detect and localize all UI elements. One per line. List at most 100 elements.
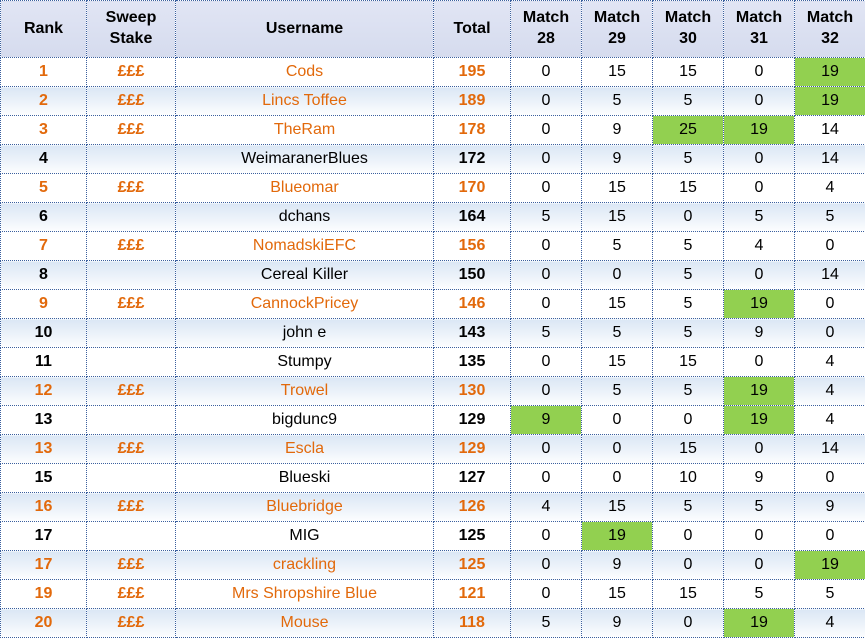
cell-match-29: 9 [581,550,653,580]
cell-rank: 17 [0,521,87,551]
cell-match-29: 15 [581,202,653,232]
cell-username: dchans [175,202,434,232]
cell-match-32: 14 [794,144,865,174]
cell-match-30: 5 [652,376,724,406]
cell-match-30: 25 [652,115,724,145]
cell-username: TheRam [175,115,434,145]
cell-match-29: 0 [581,434,653,464]
table-row: 1 £££ Cods 195 0 15 15 0 19 [0,57,865,87]
cell-username: Mrs Shropshire Blue [175,579,434,609]
cell-match-29: 15 [581,57,653,87]
cell-match-31: 19 [723,115,795,145]
cell-rank: 9 [0,289,87,319]
table-row: 12 £££ Trowel 130 0 5 5 19 4 [0,376,865,406]
cell-sweep-stake [86,347,176,377]
cell-rank: 8 [0,260,87,290]
table-row: 13 bigdunc9 129 9 0 0 19 4 [0,405,865,435]
header-total: Total [433,0,511,58]
cell-rank: 6 [0,202,87,232]
table-row: 3 £££ TheRam 178 0 9 25 19 14 [0,115,865,145]
table-row: 13 £££ Escla 129 0 0 15 0 14 [0,434,865,464]
cell-sweep-stake: £££ [86,115,176,145]
cell-username: Blueski [175,463,434,493]
cell-match-32: 4 [794,173,865,203]
cell-match-29: 15 [581,289,653,319]
table-header: Rank Sweep Stake Username Total Match 28… [0,0,865,58]
cell-match-29: 5 [581,86,653,116]
cell-username: bigdunc9 [175,405,434,435]
cell-match-32: 19 [794,550,865,580]
cell-match-30: 10 [652,463,724,493]
cell-match-29: 15 [581,492,653,522]
cell-username: MIG [175,521,434,551]
cell-total: 143 [433,318,511,348]
cell-match-29: 0 [581,405,653,435]
cell-match-32: 9 [794,492,865,522]
cell-match-28: 5 [510,608,582,638]
cell-match-28: 0 [510,260,582,290]
cell-match-30: 0 [652,405,724,435]
cell-username: Escla [175,434,434,464]
cell-match-31: 0 [723,347,795,377]
cell-total: 150 [433,260,511,290]
header-sweep-stake: Sweep Stake [86,0,176,58]
cell-total: 129 [433,405,511,435]
cell-match-28: 0 [510,347,582,377]
cell-match-31: 0 [723,550,795,580]
cell-rank: 19 [0,579,87,609]
cell-match-28: 0 [510,463,582,493]
cell-match-28: 5 [510,202,582,232]
cell-rank: 1 [0,57,87,87]
cell-match-32: 0 [794,521,865,551]
cell-total: 126 [433,492,511,522]
cell-match-32: 5 [794,202,865,232]
cell-match-31: 5 [723,492,795,522]
header-match-31: Match 31 [723,0,795,58]
cell-match-31: 19 [723,608,795,638]
cell-match-29: 9 [581,608,653,638]
cell-sweep-stake: £££ [86,289,176,319]
cell-match-30: 0 [652,608,724,638]
cell-match-32: 0 [794,289,865,319]
table-row: 9 £££ CannockPricey 146 0 15 5 19 0 [0,289,865,319]
header-username: Username [175,0,434,58]
cell-match-32: 4 [794,608,865,638]
cell-match-29: 5 [581,231,653,261]
cell-sweep-stake: £££ [86,608,176,638]
cell-match-29: 0 [581,260,653,290]
cell-sweep-stake: £££ [86,550,176,580]
cell-sweep-stake: £££ [86,376,176,406]
cell-total: 156 [433,231,511,261]
cell-rank: 15 [0,463,87,493]
table-row: 8 Cereal Killer 150 0 0 5 0 14 [0,260,865,290]
cell-match-30: 0 [652,521,724,551]
cell-username: Mouse [175,608,434,638]
cell-match-31: 19 [723,376,795,406]
cell-username: Bluebridge [175,492,434,522]
cell-match-32: 19 [794,57,865,87]
cell-match-31: 19 [723,289,795,319]
cell-match-30: 0 [652,550,724,580]
cell-match-29: 5 [581,318,653,348]
cell-match-29: 9 [581,144,653,174]
cell-rank: 7 [0,231,87,261]
cell-match-32: 19 [794,86,865,116]
cell-match-29: 0 [581,463,653,493]
cell-rank: 20 [0,608,87,638]
cell-rank: 3 [0,115,87,145]
cell-match-32: 0 [794,231,865,261]
cell-sweep-stake [86,318,176,348]
cell-total: 195 [433,57,511,87]
table-row: 2 £££ Lincs Toffee 189 0 5 5 0 19 [0,86,865,116]
cell-rank: 17 [0,550,87,580]
cell-match-30: 5 [652,144,724,174]
cell-username: WeimaranerBlues [175,144,434,174]
cell-match-28: 0 [510,521,582,551]
cell-match-28: 0 [510,579,582,609]
cell-sweep-stake: £££ [86,57,176,87]
cell-match-28: 0 [510,57,582,87]
cell-sweep-stake: £££ [86,173,176,203]
cell-total: 127 [433,463,511,493]
cell-match-28: 0 [510,86,582,116]
